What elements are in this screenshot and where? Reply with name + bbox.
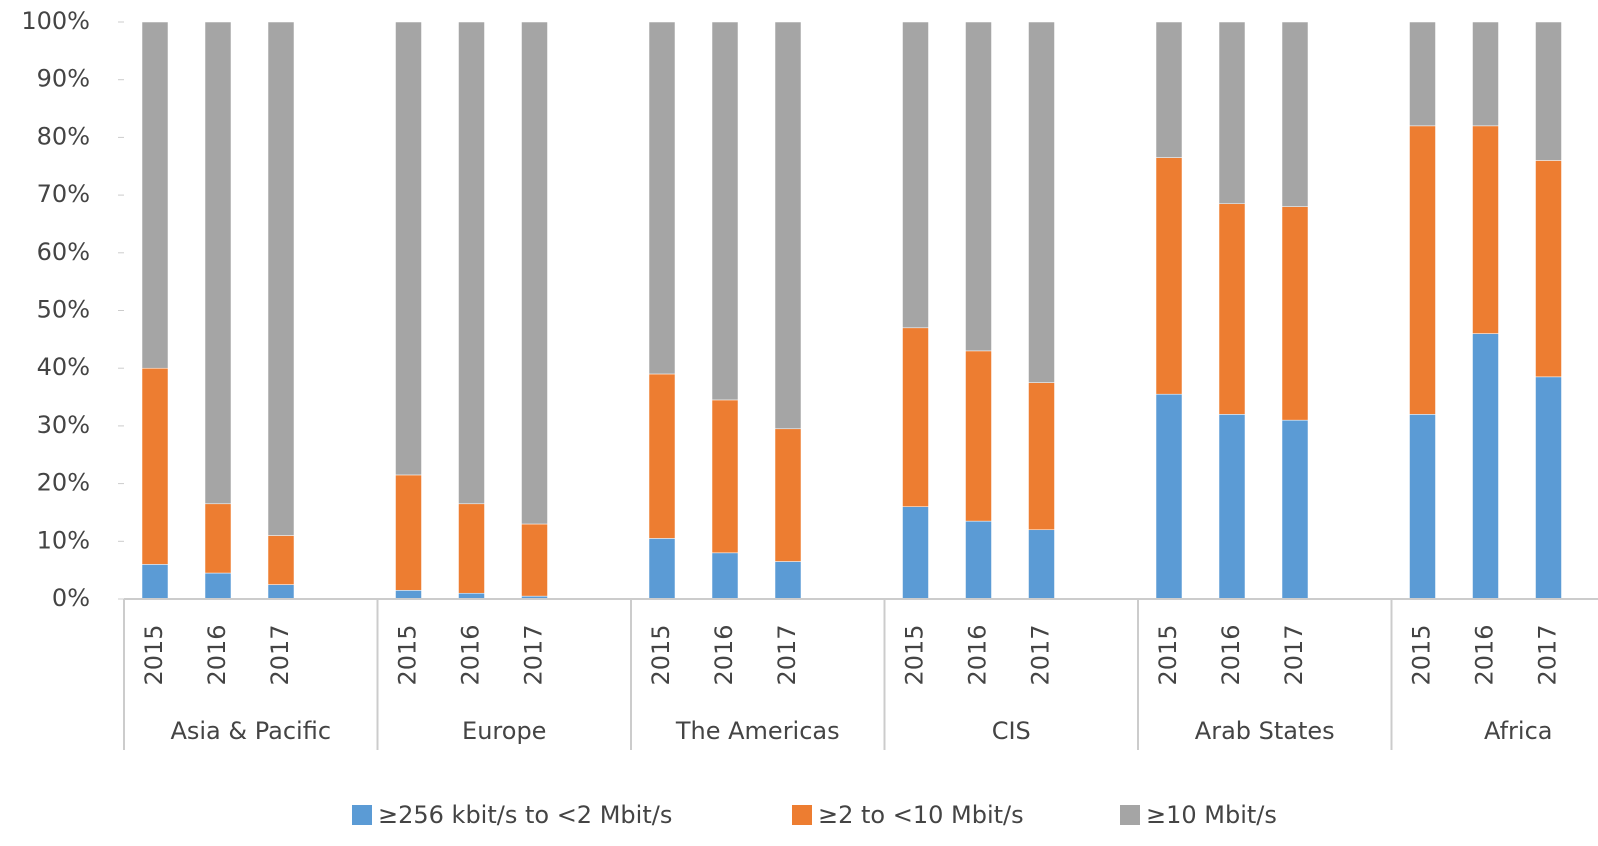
y-tick-label: 90%: [37, 65, 90, 93]
bar-segment: [965, 520, 992, 600]
bar-segment: [1155, 393, 1183, 600]
bar-segment: [267, 21, 295, 536]
y-tick-label: 100%: [21, 7, 90, 35]
bar-segment: [521, 21, 548, 525]
group-label: Europe: [462, 717, 546, 745]
bar-segment: [1028, 529, 1055, 600]
x-tick-label: 2017: [1534, 624, 1562, 685]
bar-segment: [648, 21, 676, 375]
legend-label: ≥2 to <10 Mbit/s: [818, 801, 1024, 829]
bar-segment: [204, 572, 232, 600]
bar-segment: [1409, 125, 1436, 415]
bar-segment: [204, 21, 232, 505]
bar-segment: [1155, 157, 1183, 395]
bar-segment: [1218, 414, 1246, 600]
x-tick-label: 2015: [1408, 624, 1436, 685]
group-label: Asia & Pacific: [170, 717, 331, 745]
bar-segment: [965, 21, 992, 352]
bar-segment: [1535, 21, 1562, 161]
bar-segment: [711, 21, 739, 401]
legend-swatch: [792, 805, 812, 825]
bar-segment: [141, 21, 169, 369]
bar-segment: [204, 503, 232, 574]
bar-segment: [141, 367, 169, 565]
bar-segment: [1472, 333, 1499, 600]
y-tick-label: 0%: [52, 584, 90, 612]
y-tick-label: 10%: [37, 526, 90, 554]
bar-segment: [711, 552, 739, 600]
x-tick-label: 2016: [203, 624, 231, 685]
y-tick-label: 70%: [37, 180, 90, 208]
legend-label: ≥10 Mbit/s: [1146, 801, 1277, 829]
y-tick-label: 60%: [37, 238, 90, 266]
x-tick-label: 2017: [1280, 624, 1308, 685]
bar-segment: [1472, 125, 1499, 334]
bar-segment: [267, 584, 295, 600]
x-tick-label: 2017: [1027, 624, 1055, 685]
bar-segment: [774, 561, 802, 600]
bar-segment: [1409, 21, 1436, 127]
x-tick-label: 2017: [520, 624, 548, 685]
group-label: CIS: [992, 717, 1031, 745]
bar-segment: [395, 474, 422, 591]
bar-segment: [1218, 21, 1246, 205]
group-label: Africa: [1484, 717, 1552, 745]
x-tick-label: 2015: [140, 624, 168, 685]
bar-segment: [774, 428, 802, 562]
bar-segment: [1472, 21, 1499, 127]
y-tick-label: 40%: [37, 353, 90, 381]
legend-label: ≥256 kbit/s to <2 Mbit/s: [378, 801, 672, 829]
y-tick-label: 20%: [37, 469, 90, 497]
bar-segment: [1155, 21, 1183, 158]
x-tick-label: 2016: [710, 624, 738, 685]
bar-segment: [1218, 203, 1246, 415]
y-tick-label: 30%: [37, 411, 90, 439]
bar-segment: [902, 327, 929, 507]
x-tick-label: 2015: [394, 624, 422, 685]
bar-segment: [141, 564, 169, 600]
bar-segment: [711, 399, 739, 554]
bar-segment: [458, 21, 485, 505]
legend-swatch: [352, 805, 372, 825]
bar-segment: [267, 535, 295, 585]
bar-segment: [395, 21, 422, 476]
x-tick-label: 2016: [964, 624, 992, 685]
group-label: The Americas: [675, 717, 840, 745]
y-tick-label: 50%: [37, 296, 90, 324]
bar-segment: [902, 21, 929, 329]
x-tick-label: 2017: [266, 624, 294, 685]
legend-swatch: [1120, 805, 1140, 825]
x-tick-label: 2015: [1154, 624, 1182, 685]
bar-segment: [965, 350, 992, 522]
bar-segment: [521, 523, 548, 597]
bar-segment: [395, 590, 422, 600]
bar-segment: [1281, 206, 1309, 421]
x-tick-label: 2017: [773, 624, 801, 685]
x-tick-label: 2016: [457, 624, 485, 685]
x-tick-label: 2016: [1217, 624, 1245, 685]
bar-segment: [1281, 419, 1309, 600]
bar-segment: [902, 506, 929, 600]
bar-segment: [1535, 376, 1562, 600]
bar-segment: [1028, 21, 1055, 383]
y-tick-label: 80%: [37, 122, 90, 150]
bar-segment: [1535, 160, 1562, 378]
bar-segment: [648, 538, 676, 600]
bar-segment: [1409, 414, 1436, 600]
group-label: Arab States: [1195, 717, 1335, 745]
bar-segment: [648, 373, 676, 539]
bar-segment: [458, 503, 485, 594]
x-tick-label: 2016: [1471, 624, 1499, 685]
x-tick-label: 2015: [647, 624, 675, 685]
bar-segment: [774, 21, 802, 430]
bar-segment: [1281, 21, 1309, 207]
bar-segment: [1028, 382, 1055, 531]
x-tick-label: 2015: [901, 624, 929, 685]
